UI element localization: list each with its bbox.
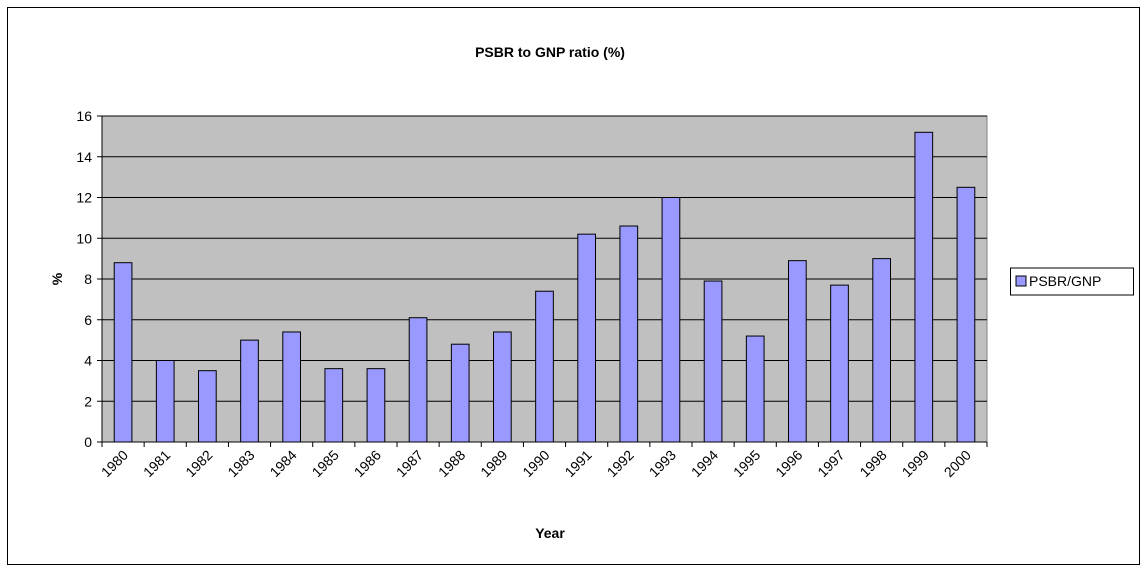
y-tick-label: 6: [84, 312, 92, 328]
x-axis-title: Year: [535, 525, 565, 541]
bar: [577, 233, 596, 443]
y-axis-title: %: [49, 272, 65, 285]
bar: [113, 262, 133, 443]
legend-label: PSBR/GNP: [1029, 273, 1101, 289]
bar: [703, 280, 723, 443]
y-tick-label: 12: [76, 190, 92, 206]
y-tick-label: 4: [84, 353, 92, 369]
bar: [535, 290, 554, 443]
bar: [493, 331, 512, 443]
bar: [366, 368, 386, 443]
bar: [872, 258, 891, 443]
y-tick-label: 16: [76, 108, 92, 124]
y-tick-label: 10: [76, 230, 92, 246]
bar: [198, 370, 217, 443]
bar: [619, 225, 639, 443]
bar: [155, 360, 175, 443]
bar: [661, 197, 681, 443]
legend-box: [1010, 267, 1134, 296]
y-tick-label: 0: [84, 434, 92, 450]
bar: [914, 131, 934, 443]
legend-swatch: [1015, 275, 1027, 287]
bar: [408, 317, 428, 443]
bar: [240, 339, 259, 443]
bar: [956, 186, 976, 443]
bar: [745, 335, 765, 443]
y-tick-label: 2: [84, 393, 92, 409]
bar: [282, 331, 301, 443]
bar: [788, 260, 807, 443]
chart-title: PSBR to GNP ratio (%): [475, 44, 625, 60]
y-tick-label: 8: [84, 271, 92, 287]
y-tick-label: 14: [76, 149, 92, 165]
bar: [830, 284, 849, 443]
bar: [450, 343, 470, 443]
bar: [324, 368, 344, 443]
